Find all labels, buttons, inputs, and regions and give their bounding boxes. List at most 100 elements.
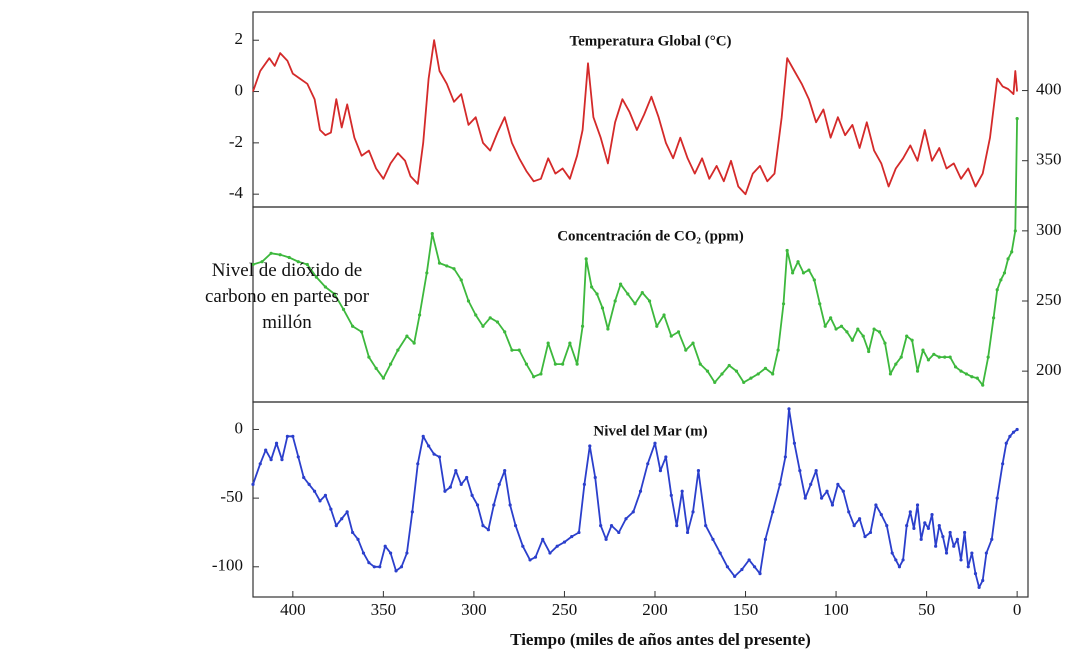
- data-point: [486, 528, 490, 532]
- data-point: [510, 348, 514, 352]
- data-point: [416, 462, 420, 466]
- data-point: [459, 482, 463, 486]
- data-point: [459, 278, 463, 282]
- data-point: [658, 469, 663, 473]
- data-point: [1010, 250, 1014, 254]
- data-point: [269, 458, 273, 462]
- data-point: [296, 455, 300, 459]
- data-point: [691, 510, 695, 514]
- data-point: [937, 523, 941, 528]
- data-point: [819, 496, 824, 500]
- x-tick-label: 250: [552, 600, 578, 619]
- data-point: [705, 369, 710, 373]
- y-tick-label: 2: [235, 29, 244, 48]
- data-point: [399, 565, 404, 569]
- data-point: [991, 316, 996, 320]
- data-point: [923, 521, 927, 525]
- data-point: [675, 523, 679, 528]
- data-point: [427, 444, 431, 448]
- y-tick-label: 0: [235, 418, 244, 437]
- data-point: [503, 330, 507, 334]
- data-point: [378, 565, 382, 569]
- data-point: [528, 558, 532, 562]
- data-point: [389, 362, 393, 366]
- y-tick-label: 0: [235, 80, 244, 99]
- y-tick-label: -50: [220, 487, 243, 506]
- data-point: [930, 513, 934, 517]
- data-point: [662, 313, 666, 317]
- data-point: [278, 253, 282, 257]
- data-point: [885, 523, 889, 528]
- data-point: [720, 372, 724, 376]
- data-point: [829, 316, 833, 320]
- data-point: [314, 275, 318, 279]
- data-point: [570, 534, 574, 539]
- data-point: [1013, 229, 1017, 233]
- data-point: [915, 369, 920, 373]
- data-point: [350, 530, 355, 535]
- data-point: [260, 260, 264, 264]
- data-point: [740, 567, 744, 572]
- data-point: [847, 510, 851, 514]
- data-point: [966, 565, 970, 569]
- data-point: [269, 251, 273, 255]
- data-point: [454, 469, 458, 473]
- data-point: [845, 330, 849, 334]
- data-point: [323, 285, 328, 289]
- data-point: [546, 341, 550, 345]
- data-line: [252, 39, 1018, 196]
- data-point: [508, 503, 512, 507]
- data-point: [593, 475, 597, 480]
- data-point: [899, 355, 903, 359]
- data-point: [492, 503, 496, 507]
- data-point: [448, 485, 452, 489]
- annotation: Nivel de dióxido de carbono en partes po…: [204, 260, 370, 333]
- data-point: [867, 349, 871, 354]
- data-point: [553, 362, 557, 366]
- data-point: [796, 260, 800, 264]
- data-point: [394, 569, 398, 573]
- data-point: [752, 565, 757, 569]
- data-point: [430, 232, 434, 236]
- data-point: [809, 482, 813, 486]
- data-point: [943, 355, 947, 359]
- y-tick-label: -2: [229, 132, 243, 151]
- data-point: [970, 551, 974, 555]
- data-point: [312, 489, 317, 493]
- data-point: [521, 544, 525, 548]
- data-point: [548, 551, 552, 555]
- data-point: [948, 530, 952, 535]
- data-point: [374, 366, 378, 370]
- x-axis-label: Tiempo (miles de años antes del presente…: [510, 630, 811, 649]
- data-point: [539, 372, 543, 376]
- data-point: [532, 375, 536, 379]
- data-point: [664, 455, 668, 459]
- data-point: [1004, 441, 1008, 445]
- data-point: [575, 362, 579, 366]
- data-point: [513, 523, 518, 528]
- data-point: [934, 544, 938, 548]
- data-point: [825, 489, 829, 493]
- data-point: [562, 540, 567, 544]
- data-line: [252, 118, 1018, 387]
- data-point: [872, 327, 876, 331]
- data-point: [1006, 257, 1010, 261]
- x-tick-label: 200: [642, 600, 668, 619]
- data-point: [389, 551, 393, 555]
- data-point: [926, 526, 931, 530]
- data-point: [341, 307, 346, 312]
- data-point: [792, 441, 797, 445]
- data-point: [580, 324, 585, 328]
- data-point: [791, 271, 795, 275]
- x-tick-label: 350: [371, 600, 397, 619]
- data-point: [405, 551, 409, 555]
- data-point: [910, 338, 914, 342]
- data-point: [733, 574, 737, 579]
- data-point: [633, 302, 637, 306]
- data-point: [1001, 462, 1005, 466]
- data-point: [533, 555, 538, 559]
- data-point: [475, 503, 480, 507]
- data-point: [588, 444, 592, 448]
- data-point: [676, 330, 681, 334]
